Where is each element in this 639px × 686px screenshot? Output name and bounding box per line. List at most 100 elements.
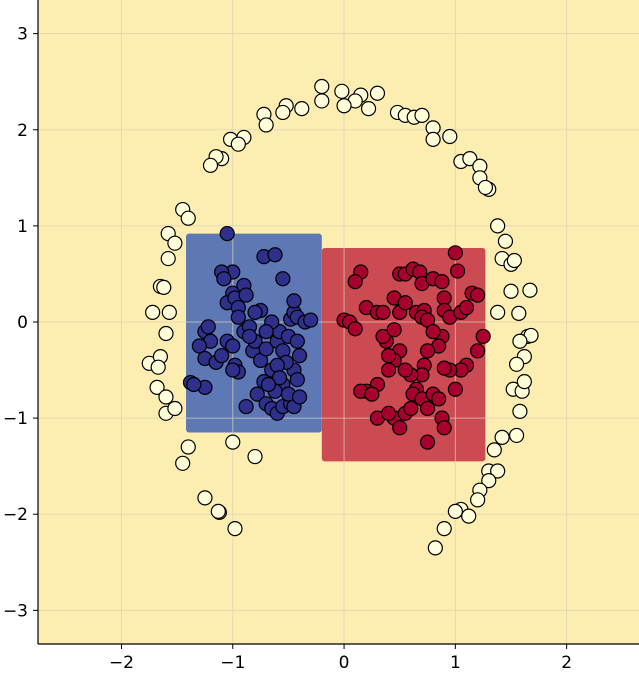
left-cluster-point — [214, 348, 230, 364]
left-cluster-point — [225, 338, 241, 354]
right-cluster-point — [375, 304, 391, 320]
left-cluster-point — [238, 398, 254, 415]
right-cluster-point — [431, 391, 447, 407]
outer-ring-point — [512, 403, 528, 419]
left-cluster-point — [291, 348, 308, 364]
outer-ring-point — [490, 304, 506, 320]
outer-ring-point — [427, 540, 443, 556]
left-cluster-point — [249, 386, 265, 402]
right-cluster-point — [347, 274, 363, 290]
outer-ring-point — [314, 93, 330, 109]
outer-ring-point — [314, 78, 330, 95]
left-cluster-point — [219, 225, 235, 242]
right-cluster-point — [449, 263, 466, 279]
left-cluster-point — [267, 247, 283, 263]
outer-ring-point — [511, 305, 527, 321]
outer-ring-point — [508, 427, 525, 444]
right-cluster-point — [458, 299, 475, 316]
outer-ring-point — [197, 490, 213, 506]
outer-ring-point — [275, 104, 291, 121]
outer-ring-point — [461, 508, 477, 524]
outer-ring-point — [490, 463, 506, 479]
outer-ring-point — [490, 218, 506, 234]
right-cluster-point — [419, 400, 436, 417]
left-cluster-point — [238, 287, 254, 303]
right-cluster-point — [347, 321, 363, 337]
outer-ring-point — [497, 233, 514, 249]
right-cluster-point — [375, 328, 391, 345]
outer-ring-point — [481, 472, 497, 489]
outer-ring-point — [156, 279, 172, 295]
left-cluster-point — [291, 389, 308, 405]
outer-ring-point — [462, 150, 478, 167]
outer-ring-point — [503, 283, 519, 299]
left-cluster-point — [260, 376, 276, 393]
outer-ring-point — [175, 455, 191, 471]
y-tick-label: −3 — [3, 601, 28, 621]
x-tick-label: −1 — [220, 653, 245, 673]
right-cluster-point — [392, 420, 408, 436]
right-cluster-point — [447, 381, 463, 397]
outer-ring-point — [158, 389, 174, 405]
outer-ring-point — [210, 503, 226, 519]
left-cluster-point — [191, 338, 207, 354]
outer-ring-point — [167, 235, 183, 251]
y-tick-label: 3 — [17, 25, 28, 45]
outer-ring-point — [202, 157, 219, 173]
left-cluster-point — [275, 271, 291, 287]
left-cluster-point — [241, 328, 258, 345]
y-tick-label: −2 — [3, 505, 28, 525]
right-cluster-point — [470, 287, 486, 303]
y-tick-label: −1 — [3, 409, 28, 429]
left-cluster-point — [271, 370, 288, 386]
right-cluster-point — [470, 343, 486, 359]
right-cluster-point — [419, 343, 436, 359]
outer-ring-point — [145, 304, 161, 320]
left-cluster-point — [247, 304, 263, 320]
y-tick-label: 0 — [17, 313, 28, 333]
x-tick-label: −2 — [109, 653, 134, 673]
x-tick-label: 1 — [450, 653, 461, 673]
left-cluster-point — [269, 357, 285, 373]
outer-ring-point — [180, 439, 196, 455]
outer-ring-point — [149, 379, 165, 395]
outer-ring-point — [247, 448, 263, 465]
right-cluster-point — [380, 362, 397, 378]
left-cluster-point — [186, 376, 202, 393]
y-tick-label: 2 — [17, 121, 28, 141]
outer-ring-point — [486, 442, 502, 458]
right-cluster-point — [397, 295, 413, 311]
left-cluster-point — [258, 341, 274, 357]
right-cluster-point — [380, 348, 397, 364]
y-tick-label: 1 — [17, 217, 28, 237]
right-cluster-point — [386, 322, 402, 338]
left-cluster-point — [289, 333, 305, 349]
left-cluster-point — [200, 319, 216, 335]
x-tick-label: 0 — [339, 653, 350, 673]
right-cluster-point — [436, 360, 452, 376]
right-cluster-point — [419, 434, 436, 450]
outer-ring-point — [227, 521, 243, 537]
outer-ring-point — [230, 136, 246, 152]
left-cluster-point — [216, 271, 232, 287]
outer-ring-point — [294, 101, 310, 117]
outer-ring-point — [258, 117, 274, 133]
outer-ring-point — [494, 429, 510, 445]
outer-ring-point — [442, 128, 458, 145]
x-tick-label: 2 — [561, 653, 572, 673]
outer-ring-point — [522, 282, 538, 298]
right-cluster-point — [364, 386, 380, 402]
right-cluster-point — [434, 274, 450, 290]
outer-ring-point — [336, 98, 352, 114]
outer-ring-point — [506, 252, 522, 269]
outer-ring-point — [414, 107, 430, 123]
outer-ring-point — [470, 492, 486, 508]
outer-ring-point — [447, 503, 463, 519]
outer-ring-point — [360, 101, 377, 117]
outer-ring-point — [167, 400, 183, 417]
left-cluster-point — [230, 309, 246, 325]
right-cluster-point — [425, 324, 441, 340]
left-cluster-point — [303, 312, 319, 328]
outer-ring-point — [508, 356, 525, 372]
right-cluster-point — [403, 400, 419, 417]
